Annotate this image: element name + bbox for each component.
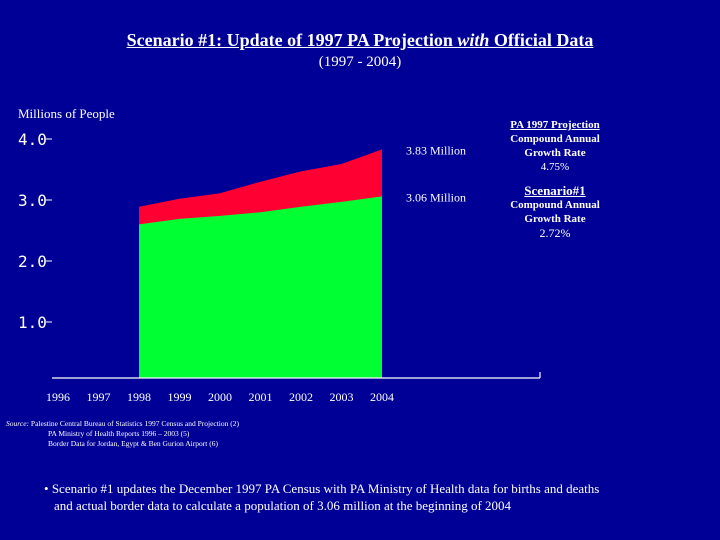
source-line-3: Border Data for Jordan, Egypt & Ben Guri… [48, 439, 218, 448]
x-tick-label: 2003 [330, 390, 354, 404]
data-label: 3.06 Million [406, 190, 466, 204]
scenario-sub-2: Growth Rate [524, 213, 586, 225]
source-line-2: PA Ministry of Health Reports 1996 – 200… [48, 429, 190, 438]
title-prefix: Scenario #1: Update of 1997 PA Projectio… [126, 30, 458, 50]
projection-rate: 4.75% [540, 161, 570, 173]
title-italic: with [457, 30, 490, 50]
x-tick-label: 2004 [370, 390, 394, 404]
projection-panel: PA 1997 Projection Compound Annual Growt… [496, 118, 614, 174]
slide-title: Scenario #1: Update of 1997 PA Projectio… [0, 30, 720, 51]
bullet-line-2: and actual border data to calculate a po… [54, 498, 512, 513]
x-tick-label: 2000 [208, 390, 232, 404]
projection-sub-2: Growth Rate [524, 147, 586, 159]
scenario-title: Scenario#1 [524, 183, 586, 198]
sources-block: Source: Palestine Central Bureau of Stat… [6, 419, 239, 449]
scenario-rate: 2.72% [539, 226, 571, 240]
x-tick-label: 1997 [87, 390, 111, 404]
bullet-line-1: Scenario #1 updates the December 1997 PA… [51, 481, 600, 496]
area-series-2 [139, 196, 382, 378]
x-tick-label: 1998 [127, 390, 151, 404]
bullet-symbol: • [44, 481, 49, 496]
source-line-1: Palestine Central Bureau of Statistics 1… [30, 419, 240, 428]
x-tick-label: 2001 [249, 390, 273, 404]
slide-subtitle: (1997 - 2004) [318, 54, 402, 70]
x-tick-label: 1996 [46, 390, 70, 404]
y-axis-label: Millions of People [18, 106, 115, 121]
scenario-panel: Scenario#1 Compound Annual Growth Rate 2… [496, 183, 614, 241]
data-label: 3.83 Million [406, 143, 466, 157]
x-tick-label: 1999 [168, 390, 192, 404]
y-tick-label: 3.0 [18, 191, 47, 210]
scenario-sub-1: Compound Annual [510, 199, 600, 211]
x-tick-label: 2002 [289, 390, 313, 404]
sources-lead: Source: [6, 419, 30, 428]
projection-sub-1: Compound Annual [510, 133, 600, 145]
y-tick-label: 4.0 [18, 130, 47, 149]
y-tick-label: 1.0 [18, 313, 47, 332]
projection-title: PA 1997 Projection [510, 119, 600, 131]
title-suffix: Official Data [489, 30, 594, 50]
summary-bullet: • Scenario #1 updates the December 1997 … [44, 480, 704, 514]
y-tick-label: 2.0 [18, 252, 47, 271]
